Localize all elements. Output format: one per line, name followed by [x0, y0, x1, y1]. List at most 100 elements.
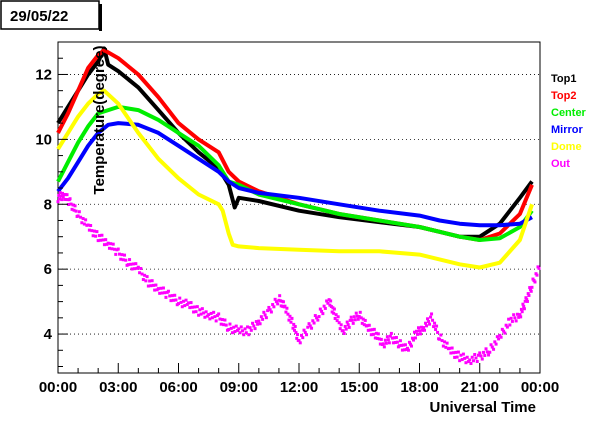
out-point: [119, 257, 123, 261]
out-point: [438, 337, 442, 341]
out-point: [292, 328, 296, 332]
out-point: [232, 325, 236, 329]
out-point: [261, 317, 265, 321]
out-point: [151, 283, 155, 287]
out-point: [307, 322, 311, 326]
out-point: [400, 348, 404, 352]
out-point: [301, 336, 305, 340]
out-point: [412, 330, 416, 334]
out-point: [522, 307, 526, 311]
out-point: [410, 336, 414, 340]
out-point: [479, 354, 483, 358]
out-point: [365, 324, 369, 328]
out-point: [338, 327, 342, 331]
out-point: [354, 311, 358, 315]
legend-dome: Dome: [551, 141, 582, 153]
out-point: [337, 321, 341, 325]
out-point: [114, 252, 118, 256]
out-point: [343, 324, 347, 328]
out-point: [507, 317, 511, 321]
out-point: [332, 311, 336, 315]
out-point: [528, 287, 532, 291]
out-point: [444, 345, 448, 349]
out-point: [367, 323, 371, 327]
out-point: [180, 305, 184, 309]
out-point: [131, 262, 135, 266]
out-point: [435, 324, 439, 328]
out-point: [283, 304, 287, 308]
out-point: [227, 328, 231, 332]
out-point: [218, 317, 222, 321]
out-point: [143, 273, 147, 277]
y-tick-label: 8: [44, 196, 52, 213]
out-point: [484, 347, 488, 351]
out-point: [391, 341, 395, 345]
y-tick-label: 4: [44, 326, 53, 343]
out-point: [449, 351, 453, 355]
out-point: [387, 341, 391, 345]
out-point: [278, 294, 282, 298]
out-point: [76, 214, 80, 218]
out-point: [427, 319, 431, 323]
out-point: [497, 337, 501, 341]
out-point: [411, 338, 415, 342]
out-point: [248, 326, 252, 330]
out-point: [264, 316, 268, 320]
out-point: [187, 301, 191, 305]
out-point: [502, 329, 506, 333]
out-point: [110, 247, 114, 251]
out-point: [429, 315, 433, 319]
out-point: [366, 328, 370, 332]
out-point: [205, 314, 209, 318]
out-point: [339, 323, 343, 327]
out-point: [498, 333, 502, 337]
out-point: [126, 263, 130, 267]
out-point: [312, 321, 316, 325]
out-point: [294, 330, 298, 334]
out-point: [468, 358, 472, 362]
out-point: [426, 317, 430, 321]
out-point: [441, 344, 445, 348]
out-point: [503, 331, 507, 335]
out-point: [273, 297, 277, 301]
out-point: [251, 321, 255, 325]
out-point: [267, 305, 271, 309]
out-point: [385, 335, 389, 339]
out-point: [526, 292, 530, 296]
out-point: [376, 332, 380, 336]
out-point: [146, 284, 150, 288]
out-point: [485, 350, 489, 354]
out-point: [342, 331, 346, 335]
out-point: [65, 193, 69, 197]
out-point: [291, 326, 295, 330]
out-point: [224, 323, 228, 327]
out-point: [193, 305, 197, 309]
out-point: [459, 353, 463, 357]
out-point: [329, 304, 333, 308]
out-point: [335, 319, 339, 323]
out-point: [430, 312, 434, 316]
out-point: [57, 193, 61, 197]
out-point: [262, 310, 266, 314]
out-point: [141, 278, 145, 282]
out-point: [94, 234, 98, 238]
x-tick-label: 00:00: [521, 379, 559, 396]
out-point: [360, 321, 364, 325]
out-point: [528, 286, 532, 290]
out-point: [64, 198, 68, 202]
out-point: [259, 315, 263, 319]
out-point: [198, 308, 202, 312]
out-point: [403, 343, 407, 347]
out-point: [268, 308, 272, 312]
out-point: [106, 241, 110, 245]
out-point: [374, 331, 378, 335]
out-point: [159, 286, 163, 290]
out-point: [148, 279, 152, 283]
out-point: [489, 343, 493, 347]
out-point: [288, 314, 292, 318]
out-point: [504, 323, 508, 327]
out-point: [533, 280, 537, 284]
out-point: [81, 217, 85, 221]
out-point: [271, 303, 275, 307]
out-point: [488, 350, 492, 354]
